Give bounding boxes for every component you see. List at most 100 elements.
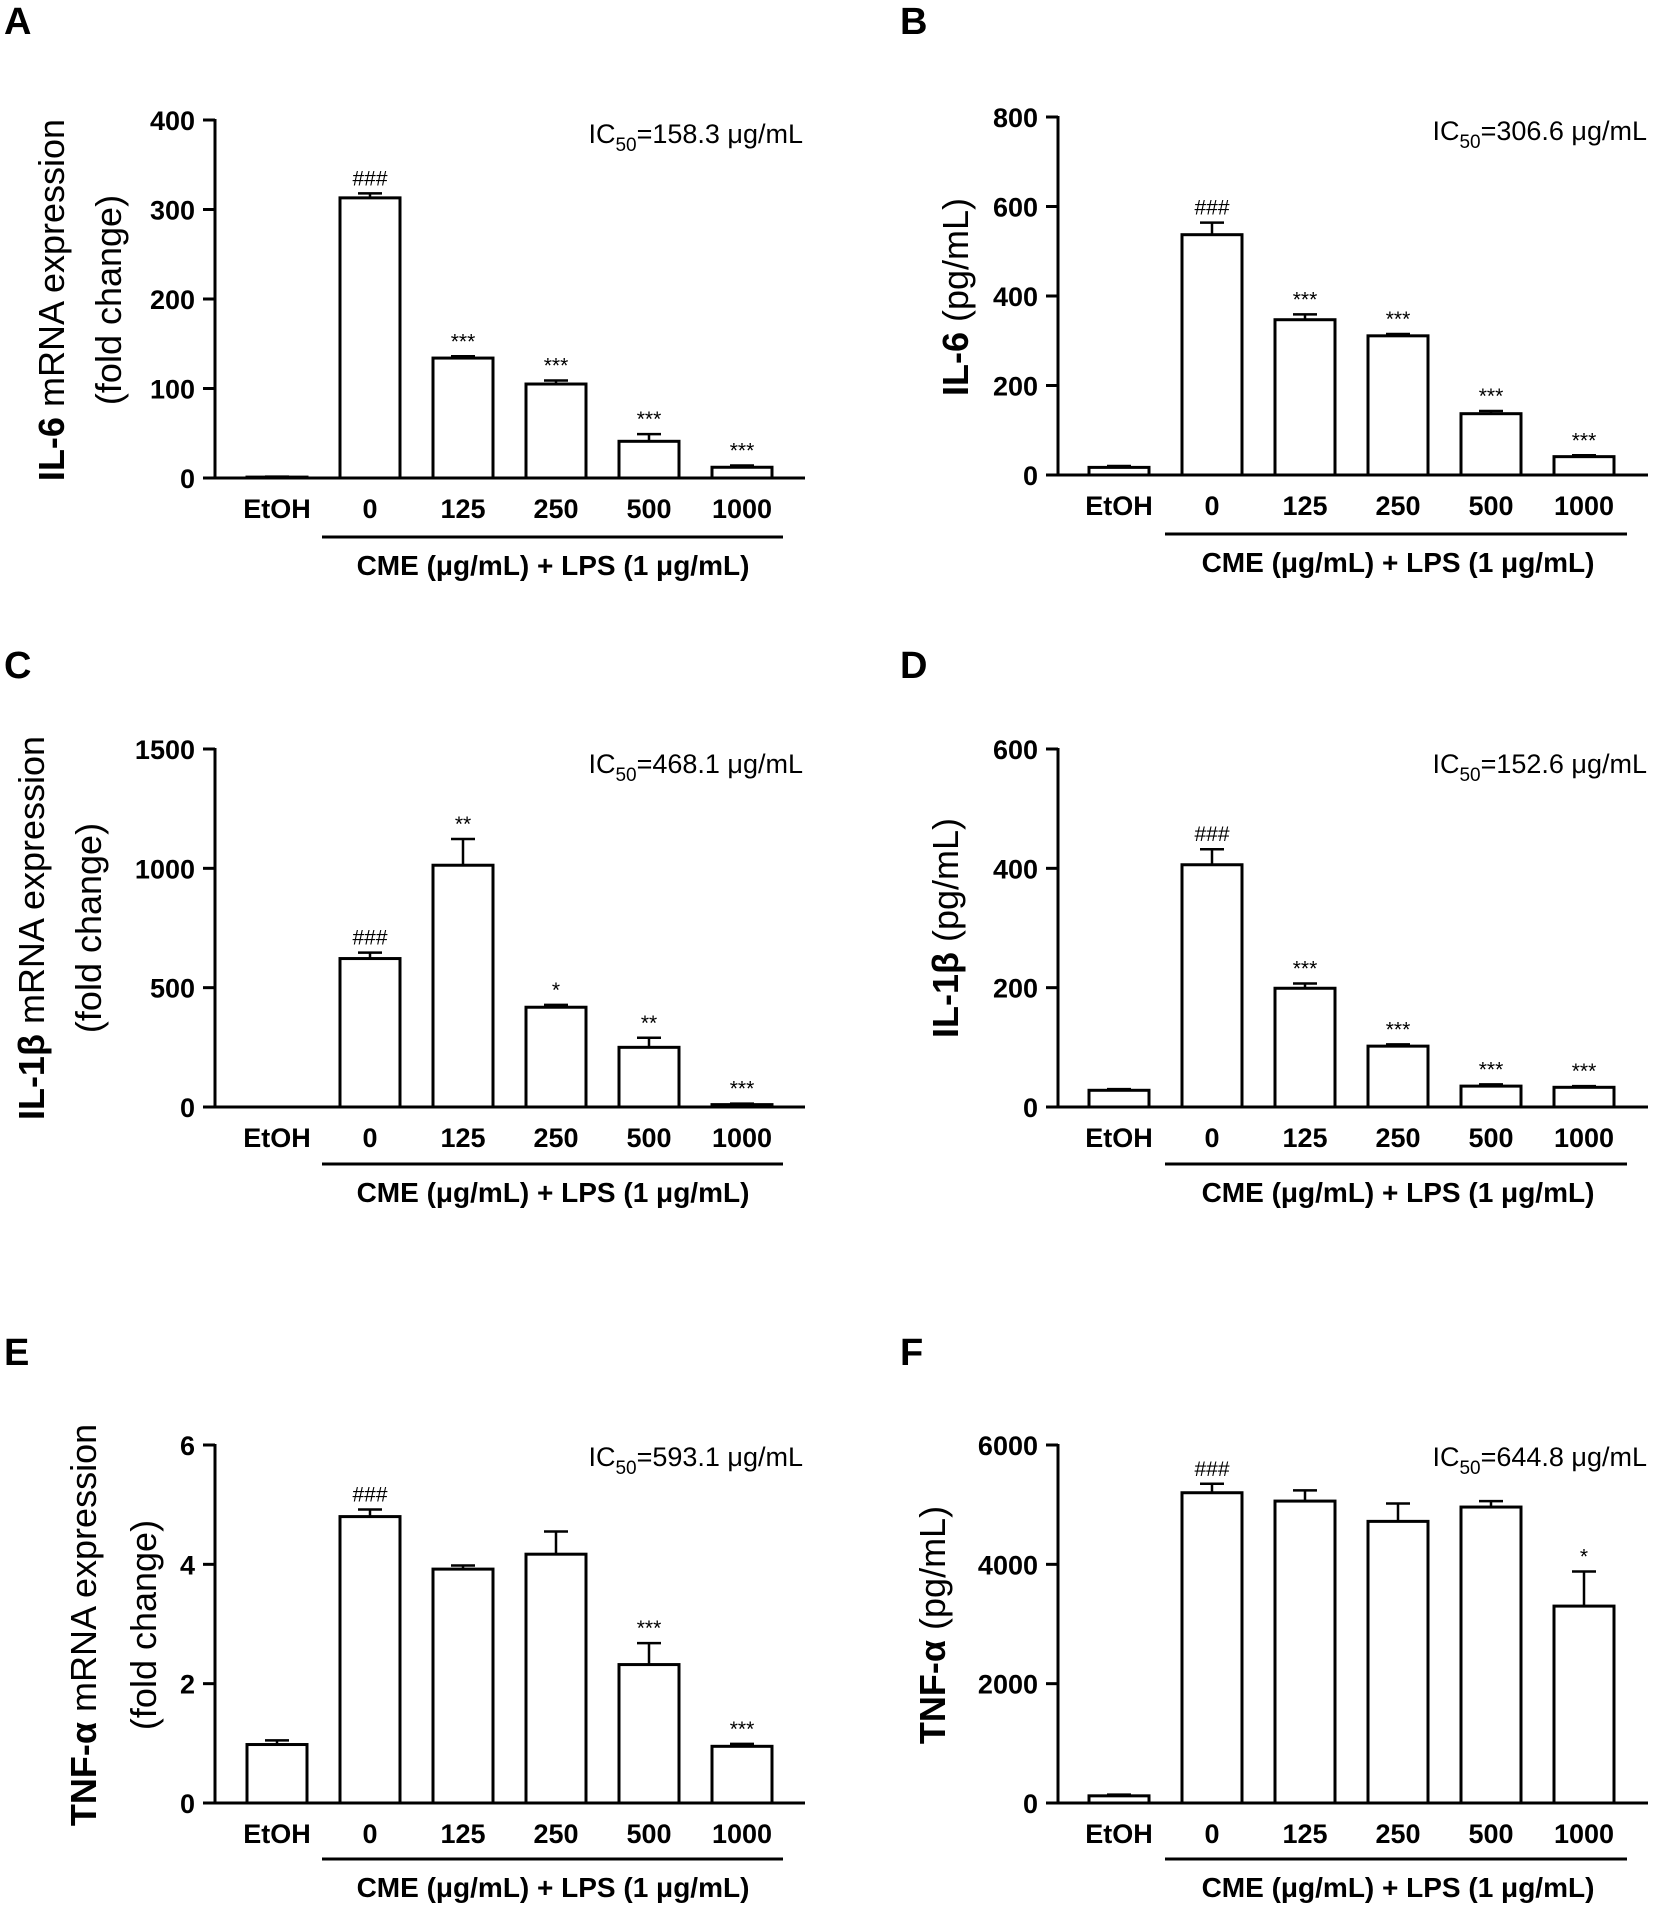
- y-tick-label: 2: [180, 1670, 195, 1700]
- x-tick-label: 1000: [712, 1819, 772, 1849]
- y-axis-label: IL-6 (pg/mL): [935, 198, 976, 396]
- y-axis-label: TNF-α (pg/mL): [912, 1506, 953, 1744]
- x-tick-label: 1000: [712, 1123, 772, 1153]
- significance-label: *: [1580, 1545, 1588, 1568]
- bar: [524, 1552, 588, 1805]
- bar: [1459, 412, 1523, 477]
- y-tick-label: 200: [150, 285, 195, 315]
- y-tick-label: 0: [180, 1789, 195, 1819]
- x-tick-label: 0: [1204, 491, 1219, 521]
- panel-letter: B: [900, 1, 927, 43]
- x-tick-label: 1000: [1554, 491, 1614, 521]
- significance-label: ***: [1386, 1018, 1411, 1041]
- ic50-label: IC50=306.6 μg/mL: [1432, 116, 1647, 153]
- y-tick-label: 0: [180, 1093, 195, 1123]
- bar: [617, 1663, 681, 1805]
- x-tick-label: 125: [1282, 1819, 1327, 1849]
- x-tick-label: 250: [1375, 491, 1420, 521]
- x-tick-label: 125: [440, 494, 485, 524]
- y-tick-label: 4000: [978, 1550, 1038, 1580]
- x-tick-label: 250: [1375, 1123, 1420, 1153]
- panel-letter: A: [4, 1, 31, 43]
- y-tick-label: 400: [150, 106, 195, 136]
- axes: 0 200 400 600 EtOH ### 0 *** 125 *** 250 *** 500 *** 1…: [993, 735, 1648, 1166]
- x-tick-label: 1000: [1554, 1123, 1614, 1153]
- bar: [1552, 1604, 1616, 1805]
- panel-d: D IL-1β (pg/mL) IC50=152.6 μg/mL CME (μg…: [900, 645, 1648, 1208]
- significance-label: ###: [352, 927, 387, 950]
- y-tick-label: 500: [150, 974, 195, 1004]
- significance-label: ***: [544, 354, 569, 377]
- bar: [1180, 1491, 1244, 1805]
- x-tick-label: 0: [362, 1123, 377, 1153]
- y-tick-label: 0: [180, 464, 195, 494]
- significance-label: *: [552, 979, 560, 1002]
- significance-label: ###: [1194, 197, 1229, 220]
- x-tick-label: 0: [362, 1819, 377, 1849]
- y-tick-label: 1500: [135, 735, 195, 765]
- y-tick-label: 600: [993, 735, 1038, 765]
- x-tick-label: 1000: [1554, 1819, 1614, 1849]
- significance-label: ***: [1293, 288, 1318, 311]
- significance-label: ***: [730, 1078, 755, 1101]
- x-tick-label: EtOH: [1085, 1819, 1153, 1849]
- bar: [245, 1743, 309, 1805]
- group-label: CME (μg/mL) + LPS (1 μg/mL): [357, 1177, 750, 1208]
- x-tick-label: 500: [626, 1123, 671, 1153]
- y-tick-label: 800: [993, 103, 1038, 133]
- significance-label: ***: [1479, 385, 1504, 408]
- bar: [710, 465, 774, 480]
- significance-label: ###: [1194, 823, 1229, 846]
- x-tick-label: 0: [362, 494, 377, 524]
- y-tick-label: 4: [180, 1550, 195, 1580]
- bar: [1180, 863, 1244, 1109]
- significance-label: ***: [730, 439, 755, 462]
- y-tick-label: 0: [1023, 461, 1038, 491]
- significance-label: ***: [730, 1718, 755, 1741]
- y-tick-label: 400: [993, 854, 1038, 884]
- panel-a: A IL-6 mRNA expression (fold change) IC5…: [4, 1, 805, 581]
- y-tick-label: 6000: [978, 1431, 1038, 1461]
- bar: [1273, 986, 1337, 1109]
- x-tick-label: 250: [533, 1123, 578, 1153]
- bar: [1366, 1519, 1430, 1805]
- y-axis-label: IL-1β (pg/mL): [925, 818, 966, 1038]
- x-tick-label: EtOH: [243, 494, 311, 524]
- bar: [1087, 1794, 1151, 1805]
- bar: [617, 439, 681, 480]
- y-tick-label: 200: [993, 372, 1038, 402]
- y-axis-label-line2: (fold change): [123, 1520, 164, 1730]
- x-tick-label: 125: [1282, 1123, 1327, 1153]
- panel-f: F TNF-α (pg/mL) IC50=644.8 μg/mL CME (μg…: [900, 1332, 1648, 1903]
- y-tick-label: 0: [1023, 1093, 1038, 1123]
- group-label: CME (μg/mL) + LPS (1 μg/mL): [357, 1872, 750, 1903]
- significance-label: ***: [637, 1617, 662, 1640]
- bar: [1087, 465, 1151, 477]
- y-tick-label: 2000: [978, 1670, 1038, 1700]
- x-tick-label: EtOH: [1085, 491, 1153, 521]
- bar: [1366, 334, 1430, 477]
- panel-b: B IL-6 (pg/mL) IC50=306.6 μg/mL CME (μg/…: [900, 1, 1648, 578]
- panel-e: E TNF-α mRNA expression (fold change) IC…: [4, 1332, 805, 1903]
- bar: [338, 957, 402, 1109]
- axes: 0 500 1000 1500 EtOH ### 0 ** 125 * 250 ** 500 *** 100…: [135, 735, 805, 1166]
- significance-label: ***: [451, 330, 476, 353]
- significance-label: ***: [1572, 429, 1597, 452]
- y-tick-label: 300: [150, 196, 195, 226]
- x-tick-label: 500: [626, 494, 671, 524]
- x-tick-label: 0: [1204, 1123, 1219, 1153]
- y-tick-label: 600: [993, 193, 1038, 223]
- bar: [431, 1567, 495, 1805]
- panel-c: C IL-1β mRNA expression (fold change) IC…: [4, 645, 805, 1208]
- bar: [524, 382, 588, 480]
- significance-label: ***: [1386, 308, 1411, 331]
- panel-letter: E: [4, 1332, 29, 1374]
- panel-letter: D: [900, 645, 927, 687]
- bar: [1180, 233, 1244, 477]
- y-tick-label: 0: [1023, 1789, 1038, 1819]
- panel-letter: F: [900, 1332, 923, 1374]
- x-tick-label: 1000: [712, 494, 772, 524]
- ic50-label: IC50=593.1 μg/mL: [588, 1442, 803, 1479]
- bar: [1366, 1044, 1430, 1109]
